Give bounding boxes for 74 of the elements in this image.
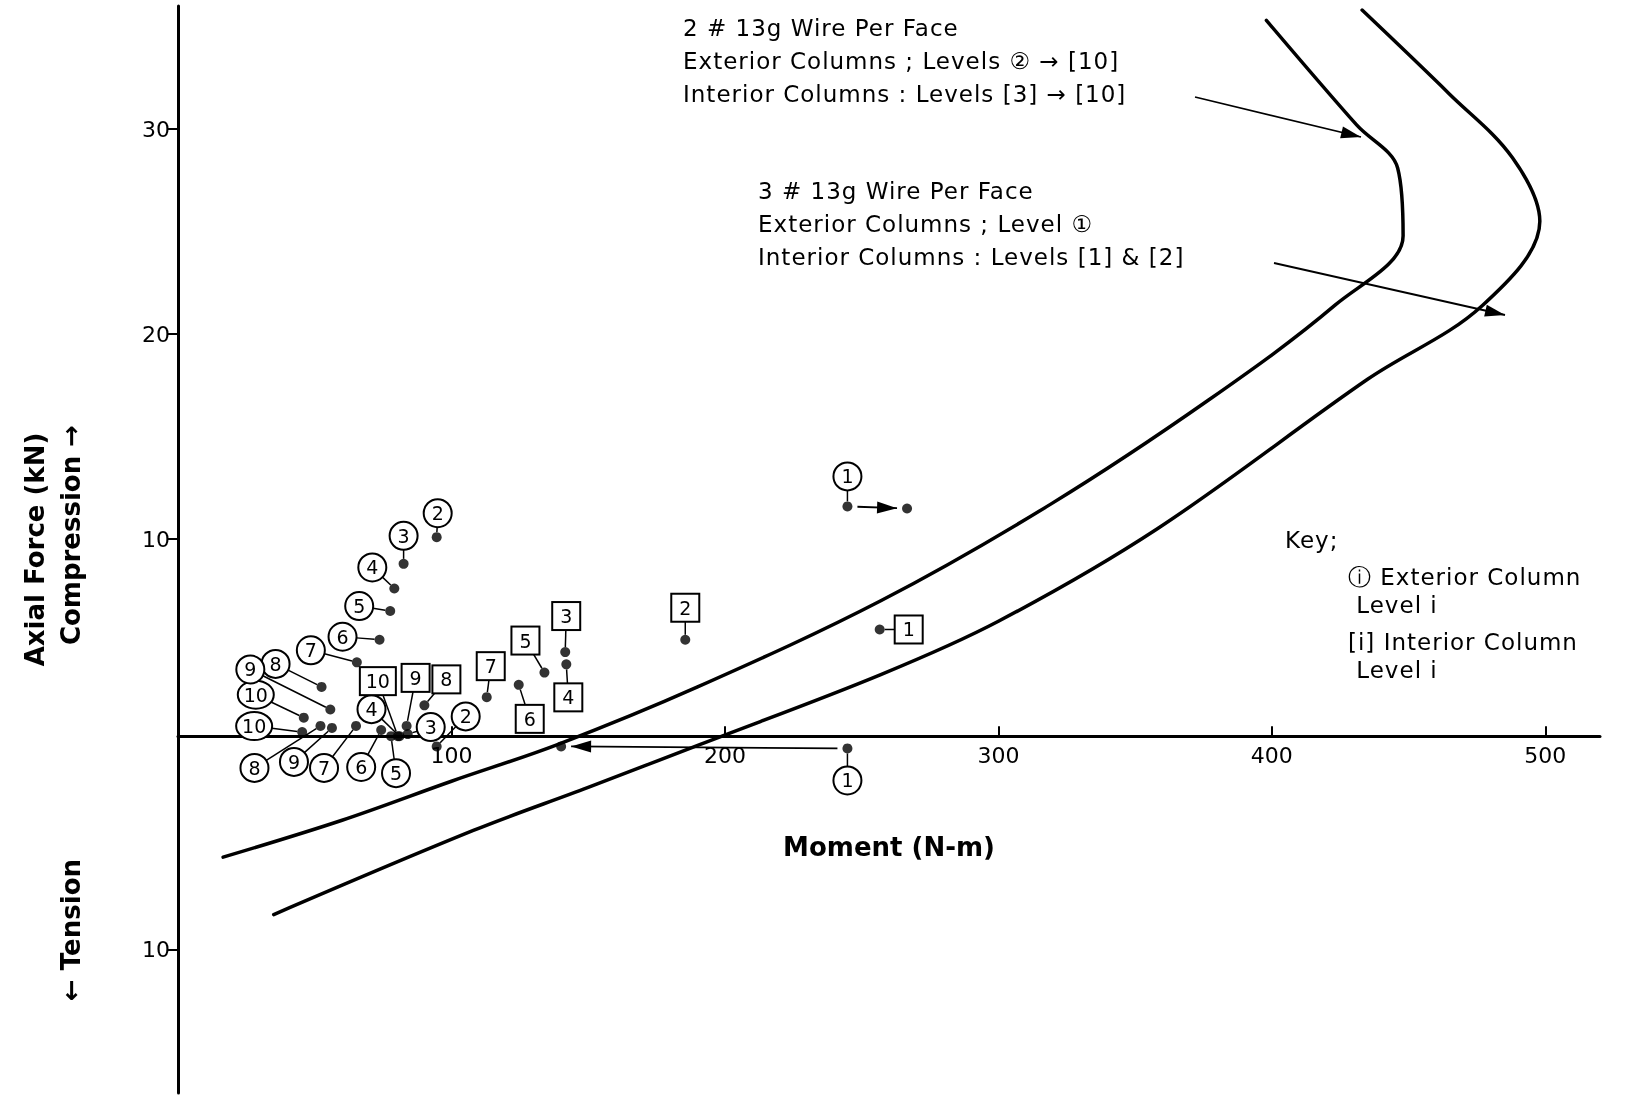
x-axis-title: Moment (N-m) xyxy=(783,832,995,863)
point xyxy=(902,503,913,514)
annotation: 5 xyxy=(519,629,532,652)
y-tick-label: 10 xyxy=(142,526,170,552)
annotation: 5 xyxy=(389,762,403,785)
point xyxy=(376,724,387,735)
annotation: 10 xyxy=(242,715,267,738)
x-tick-label: 400 xyxy=(1250,742,1293,768)
point xyxy=(315,720,326,731)
annotation: ⓘ Exterior Column Level i xyxy=(1348,564,1582,618)
annotation: [i] Interior Column Level i xyxy=(1348,629,1578,683)
point xyxy=(680,634,691,645)
point xyxy=(402,729,413,740)
annotation: 6 xyxy=(355,755,368,778)
point xyxy=(431,532,442,543)
point xyxy=(351,720,362,731)
annotation: 4 xyxy=(562,686,575,709)
x-tick-label: 300 xyxy=(977,742,1020,768)
annotation: 9 xyxy=(244,658,257,681)
annotation: 7 xyxy=(484,655,497,678)
point xyxy=(389,583,400,594)
annotation: 8 xyxy=(440,668,453,691)
point xyxy=(539,667,550,678)
annotation: 4 xyxy=(365,698,378,721)
annotation: 3 # 13g Wire Per Face Exterior Columns ; Level ① Interior Columns : Levels [1] & [2] xyxy=(758,178,1185,270)
annotation: 1 xyxy=(841,769,854,792)
point xyxy=(481,692,492,703)
y-tick-label: 20 xyxy=(142,321,170,347)
annotation: 3 xyxy=(397,524,410,547)
annotation: 2 # 13g Wire Per Face Exterior Columns ; Levels ② → [10] Interior Columns : Levels [3] → [10] xyxy=(683,15,1127,107)
annotation: 6 xyxy=(336,625,349,648)
annotation: Key; xyxy=(1285,527,1339,553)
text: Compression → xyxy=(55,424,86,646)
y-tick-label: 30 xyxy=(142,116,170,142)
point xyxy=(874,624,885,635)
annotation: 7 xyxy=(317,756,331,779)
annotation: 6 xyxy=(523,707,536,730)
x-tick-label: 500 xyxy=(1524,742,1567,768)
annotation: 1 xyxy=(841,465,854,488)
point xyxy=(513,679,524,690)
annotation: 7 xyxy=(304,639,317,662)
point xyxy=(398,558,409,569)
text: ← Tension xyxy=(55,858,86,1002)
annotation: 9 xyxy=(287,750,301,773)
annotation: 1 xyxy=(902,618,915,641)
annotation: 3 xyxy=(560,605,573,628)
point xyxy=(401,720,412,731)
annotation: 5 xyxy=(353,595,366,618)
point xyxy=(351,657,362,668)
point xyxy=(842,743,853,754)
point xyxy=(385,606,396,617)
point xyxy=(556,741,567,752)
point xyxy=(560,647,571,658)
annotation: 4 xyxy=(366,556,379,579)
y-axis-title: Axial Force (kN) xyxy=(20,432,50,667)
annotation: 10 xyxy=(243,683,268,706)
point xyxy=(325,704,336,715)
point xyxy=(326,722,337,733)
annotation: 8 xyxy=(248,756,261,779)
point xyxy=(561,659,572,670)
point xyxy=(842,501,853,512)
point xyxy=(298,712,309,723)
annotation: 3 xyxy=(424,716,437,739)
point xyxy=(316,681,327,692)
point xyxy=(419,700,430,711)
annotation: 9 xyxy=(409,666,422,689)
y-tick-label: 10 xyxy=(142,936,170,962)
annotation: 2 xyxy=(679,596,692,619)
x-tick-label: 100 xyxy=(430,742,473,768)
annotation: 10 xyxy=(365,670,390,693)
annotation: 2 xyxy=(431,502,444,525)
annotation: 2 xyxy=(459,705,472,728)
point xyxy=(374,634,385,645)
annotation: 8 xyxy=(269,652,282,675)
